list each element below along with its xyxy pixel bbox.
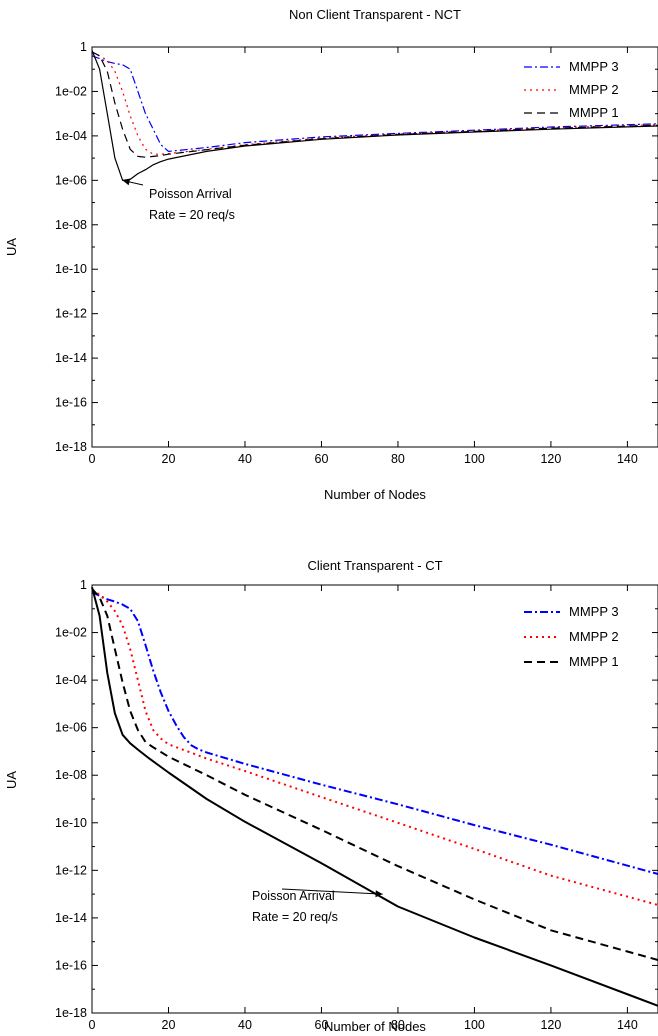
legend-label: MMPP 2 <box>569 82 619 97</box>
x-axis-label: Number of Nodes <box>324 1019 426 1034</box>
y-tick-label: 1e-14 <box>55 351 87 365</box>
nct-chart-panel: Non Client Transparent - NCT 0 20 40 60 80 10… <box>4 7 658 502</box>
x-tick-label: 60 <box>315 1018 329 1032</box>
annotation: Poisson Arrival Rate = 20 req/s <box>252 888 383 924</box>
legend-label: MMPP 1 <box>569 654 619 669</box>
y-tick-label: 1e-10 <box>55 262 87 276</box>
y-tick-label: 1 <box>80 40 87 54</box>
x-tick-label: 120 <box>540 452 561 466</box>
annotation-line-1: Poisson Arrival <box>252 889 335 903</box>
x-axis-label: Number of Nodes <box>324 487 426 502</box>
x-tick-label: 100 <box>464 1018 485 1032</box>
y-tick-label: 1e-02 <box>55 84 87 98</box>
x-tick-label: 60 <box>315 452 329 466</box>
series-line-mmpp-2 <box>91 53 658 155</box>
annotation-line-2: Rate = 20 req/s <box>149 208 235 222</box>
legend-label: MMPP 3 <box>569 59 619 74</box>
y-tick-label: 1e-04 <box>55 129 87 143</box>
y-tick-label: 1e-18 <box>55 440 87 454</box>
y-axis-label: UA <box>4 771 19 789</box>
annotation-arrowhead <box>122 178 131 186</box>
y-tick-label: 1e-14 <box>55 911 87 925</box>
series-layer <box>91 50 658 181</box>
y-tick-label: 1e-10 <box>55 816 87 830</box>
y-tick-label: 1e-16 <box>55 396 87 410</box>
x-tick-label: 80 <box>391 452 405 466</box>
y-axis-label: UA <box>4 238 19 256</box>
legend-label: MMPP 1 <box>569 105 619 120</box>
series-line-poisson-arrival <box>91 50 658 181</box>
legend-label: MMPP 3 <box>569 604 619 619</box>
annotation: Poisson Arrival Rate = 20 req/s <box>122 178 235 222</box>
y-tick-label: 1e-12 <box>55 307 87 321</box>
axis-ticks: 0 20 40 60 80 100 120 140 1 1e-02 1e-04 1e-06 1e-08 1… <box>55 40 658 466</box>
y-tick-label: 1e-08 <box>55 218 87 232</box>
y-tick-label: 1 <box>80 578 87 592</box>
x-tick-label: 20 <box>162 1018 176 1032</box>
x-tick-label: 0 <box>89 452 96 466</box>
annotation-arrow <box>281 888 383 895</box>
axis-ticks: 0 20 40 60 80 100 120 140 1 1e-02 1e-04 1e-06 1e-08 1… <box>55 578 658 1032</box>
x-tick-label: 40 <box>238 1018 252 1032</box>
annotation-arrowhead <box>375 890 383 898</box>
annotation-line-1: Poisson Arrival <box>149 187 232 201</box>
x-tick-label: 140 <box>617 452 638 466</box>
series-line-mmpp-2 <box>91 589 658 906</box>
series-line-poisson-arrival <box>91 587 658 1007</box>
x-tick-label: 80 <box>391 1018 405 1032</box>
x-tick-label: 140 <box>617 1018 638 1032</box>
y-tick-label: 1e-02 <box>55 626 87 640</box>
y-tick-label: 1e-06 <box>55 721 87 735</box>
x-tick-label: 20 <box>162 452 176 466</box>
annotation-line-2: Rate = 20 req/s <box>252 910 338 924</box>
x-tick-label: 40 <box>238 452 252 466</box>
y-tick-label: 1e-06 <box>55 173 87 187</box>
series-line-mmpp-3 <box>91 591 658 875</box>
x-tick-label: 100 <box>464 452 485 466</box>
chart-title: Non Client Transparent - NCT <box>289 7 461 22</box>
y-tick-label: 1e-08 <box>55 768 87 782</box>
x-tick-label: 0 <box>89 1018 96 1032</box>
y-tick-label: 1e-04 <box>55 673 87 687</box>
y-tick-label: 1e-18 <box>55 1006 87 1020</box>
series-line-mmpp-1 <box>91 588 658 961</box>
legend-label: MMPP 2 <box>569 629 619 644</box>
legend: MMPP 3 MMPP 2 MMPP 1 <box>524 604 619 669</box>
chart-title: Client Transparent - CT <box>307 558 442 573</box>
ct-chart-panel: Client Transparent - CT 0 20 40 60 80 100 120 1… <box>4 558 658 1034</box>
y-tick-label: 1e-16 <box>55 958 87 972</box>
series-line-mmpp-3 <box>91 55 658 152</box>
x-tick-label: 120 <box>540 1018 561 1032</box>
legend: MMPP 3 MMPP 2 MMPP 1 <box>524 59 619 120</box>
series-layer <box>91 587 658 1007</box>
y-tick-label: 1e-12 <box>55 863 87 877</box>
